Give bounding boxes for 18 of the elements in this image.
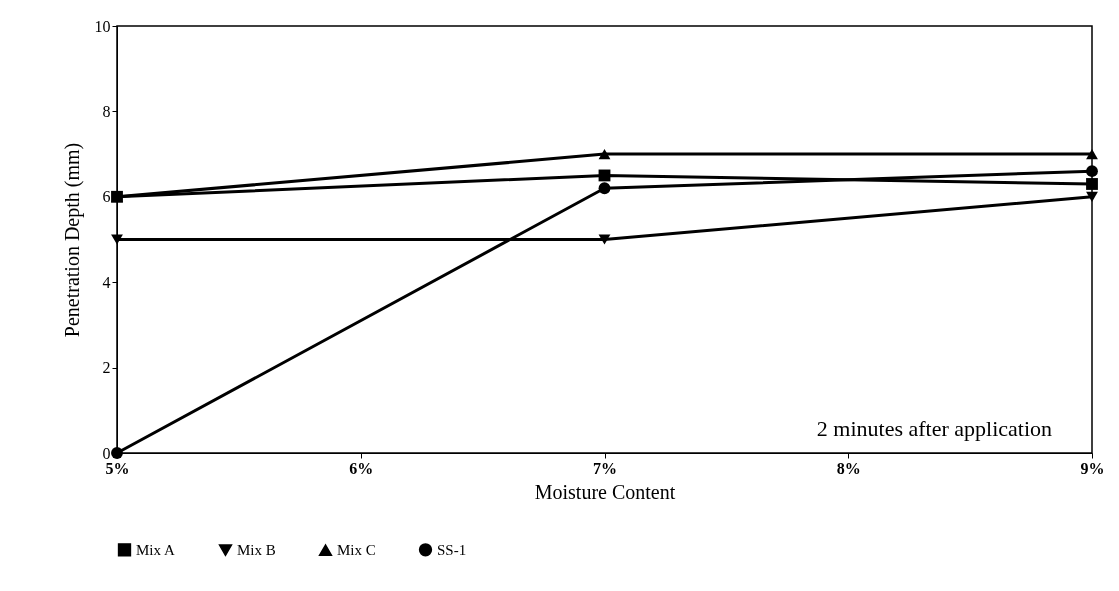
y-tick-label: 0 [102,444,111,462]
y-tick-label: 8 [102,102,111,120]
annotation: 2 minutes after application [816,416,1052,441]
legend-label: Mix C [337,542,376,559]
x-axis-title: Moisture Content [534,480,676,503]
y-tick-label: 2 [102,359,111,377]
x-tick-label: 7% [593,459,617,477]
x-tick-label: 9% [1080,459,1105,477]
legend-label: Mix A [136,541,175,558]
y-tick-label: 10 [94,17,111,35]
legend-label: SS-1 [437,541,467,558]
y-tick-label: 4 [102,273,111,291]
y-axis-title: Penetration Depth (mm) [60,142,84,338]
y-tick-label: 6 [102,188,111,206]
x-tick-label: 5% [105,459,130,477]
legend-label: Mix B [237,542,276,559]
x-tick-label: 6% [349,459,374,477]
x-tick-label: 8% [836,459,861,477]
